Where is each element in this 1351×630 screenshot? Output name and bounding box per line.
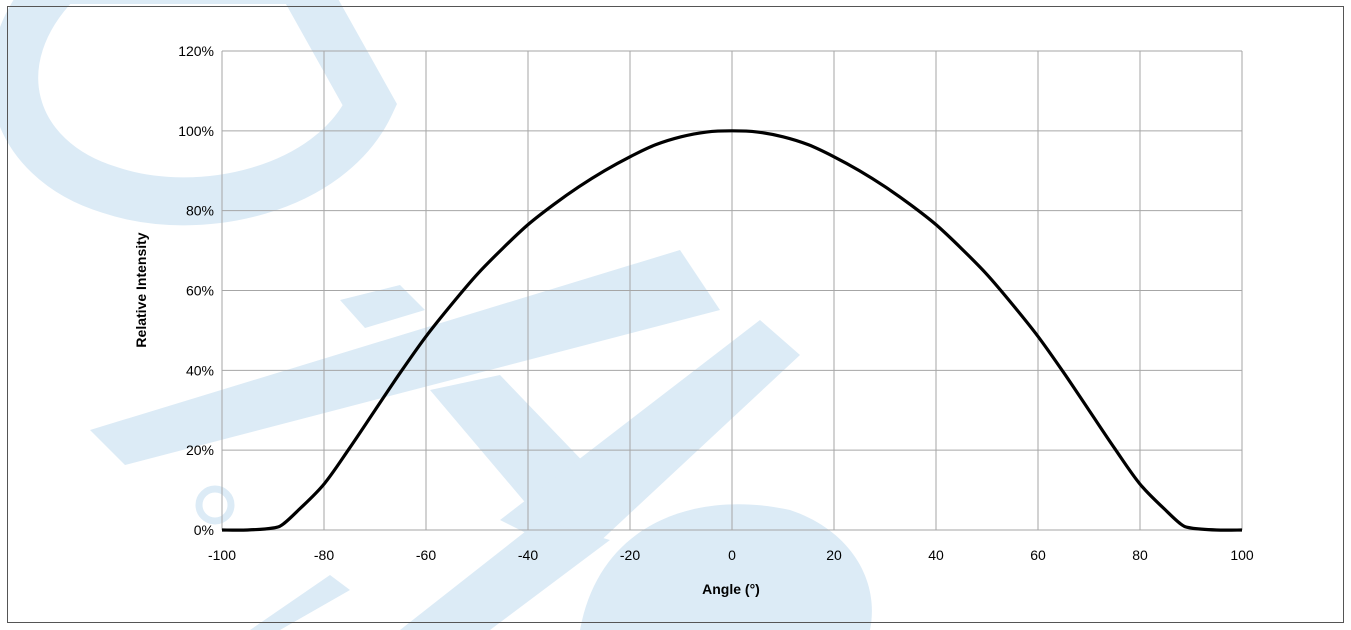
x-tick-label: 0	[728, 547, 736, 563]
chart-border	[7, 6, 1344, 623]
y-tick-label: 120%	[178, 43, 214, 59]
watermark-dot	[195, 485, 235, 525]
series-line	[221, 129, 1243, 532]
watermark-sliver	[250, 575, 350, 630]
watermark-band	[90, 250, 720, 465]
watermark-arc	[580, 504, 872, 630]
series-layer	[221, 129, 1243, 532]
x-axis-tick-labels: -100 -80 -60 -40 -20 0 20 40 60 80 100	[208, 547, 1254, 563]
y-tick-label: 60%	[186, 283, 214, 299]
y-tick-label: 100%	[178, 123, 214, 139]
x-tick-label: -40	[518, 547, 538, 563]
x-tick-label: 80	[1132, 547, 1148, 563]
y-tick-label: 0%	[194, 522, 214, 538]
x-tick-label: 40	[928, 547, 944, 563]
x-tick-label: -20	[620, 547, 640, 563]
x-tick-label: 60	[1030, 547, 1046, 563]
x-tick-label: -60	[416, 547, 436, 563]
watermark-tick	[340, 285, 425, 328]
x-tick-label: 20	[826, 547, 842, 563]
y-axis-label: Relative Intensity	[133, 232, 149, 347]
grid-lines	[221, 50, 1243, 531]
x-tick-label: 100	[1230, 547, 1254, 563]
x-tick-label: -80	[314, 547, 334, 563]
watermark-base	[400, 520, 610, 630]
y-tick-label: 20%	[186, 442, 214, 458]
x-axis-label: Angle (°)	[702, 581, 760, 597]
watermark-ring	[0, 0, 397, 226]
x-tick-label: -100	[208, 547, 236, 563]
y-tick-label: 40%	[186, 362, 214, 378]
y-axis-tick-labels: 0% 20% 40% 60% 80% 100% 120%	[178, 43, 214, 538]
y-tick-label: 80%	[186, 203, 214, 219]
watermark-logo	[0, 0, 872, 630]
watermark-stroke-right	[500, 320, 800, 560]
